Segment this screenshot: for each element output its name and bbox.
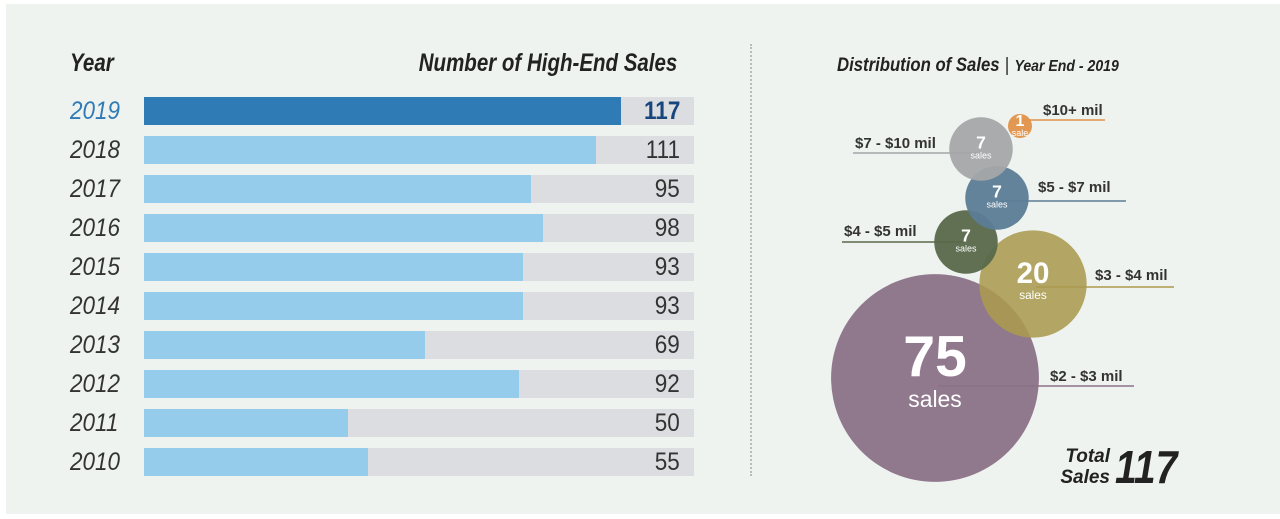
- bar-value: 98: [654, 214, 680, 242]
- total-label-line1: Total: [1065, 446, 1110, 467]
- bubble-unit: sales: [1019, 288, 1047, 302]
- bar-row-2017: 2017 95: [0, 175, 700, 203]
- bubble-label: $7 - $10 mil: [855, 135, 936, 152]
- bar-row-2010: 2010 55: [0, 448, 700, 476]
- bubble-label: $3 - $4 mil: [1095, 267, 1168, 284]
- bar-track: 93: [144, 292, 694, 320]
- bubble: [949, 117, 1013, 181]
- bar: [144, 214, 544, 242]
- distribution-title: Distribution of Sales | Year End - 2019: [837, 54, 1119, 79]
- bar-track: 98: [144, 214, 694, 242]
- bar-value: 117: [643, 97, 680, 125]
- bar-row-2012: 2012 92: [0, 370, 700, 398]
- bar: [144, 370, 519, 398]
- distribution-subtitle: Year End - 2019: [1014, 58, 1119, 75]
- bar-value: 50: [654, 409, 680, 437]
- bar-row-2011: 2011 50: [0, 409, 700, 437]
- year-label: 2013: [70, 331, 121, 359]
- distribution-title-main: Distribution of Sales: [837, 55, 1000, 76]
- bubble-count: 7: [961, 225, 971, 245]
- bar: [144, 331, 426, 359]
- bar-row-2018: 2018 111: [0, 136, 700, 164]
- bar-track: 95: [144, 175, 694, 203]
- year-label: 2015: [70, 253, 121, 281]
- bar-value: 95: [654, 175, 680, 203]
- year-label: 2019: [70, 97, 121, 125]
- bubble-label: $5 - $7 mil: [1038, 179, 1111, 196]
- bubble-label: $10+ mil: [1043, 102, 1103, 119]
- year-label: 2011: [70, 409, 119, 437]
- sales-column-header: Number of High-End Sales: [418, 49, 677, 77]
- year-label: 2014: [70, 292, 121, 320]
- bar: [144, 409, 348, 437]
- bar-track: 55: [144, 448, 694, 476]
- bubble-label: $2 - $3 mil: [1050, 368, 1123, 385]
- year-label: 2018: [70, 136, 121, 164]
- bar: [144, 175, 532, 203]
- bar: [144, 253, 523, 281]
- year-column-header: Year: [70, 49, 114, 77]
- year-label: 2010: [70, 448, 121, 476]
- bubble: [965, 166, 1029, 230]
- bar-row-2015: 2015 93: [0, 253, 700, 281]
- bar-track: 93: [144, 253, 694, 281]
- bar: [144, 292, 523, 320]
- bar-value: 111: [645, 136, 680, 164]
- bar: [144, 136, 597, 164]
- bubble-label: $4 - $5 mil: [844, 223, 917, 240]
- bar-value: 92: [654, 370, 680, 398]
- bar-value: 55: [654, 448, 680, 476]
- bubble-unit: sales: [970, 150, 992, 160]
- bubble-unit: sales: [908, 386, 961, 412]
- column-divider: [750, 44, 752, 476]
- bar-track: 50: [144, 409, 694, 437]
- bubble-unit: sales: [955, 243, 977, 253]
- bar-value: 93: [654, 253, 680, 281]
- year-label: 2016: [70, 214, 121, 242]
- bar-row-2014: 2014 93: [0, 292, 700, 320]
- bar-value: 93: [654, 292, 680, 320]
- bar-track: 117: [144, 97, 694, 125]
- bubble: [831, 274, 1039, 482]
- bubble-unit: sales: [986, 199, 1008, 209]
- total-label-line2: Sales: [1060, 467, 1110, 488]
- title-separator: |: [1004, 55, 1010, 76]
- bubble-count: 7: [992, 181, 1002, 201]
- bar-track: 69: [144, 331, 694, 359]
- bar-row-2019: 2019 117: [0, 97, 700, 125]
- bar-value: 69: [654, 331, 680, 359]
- bubble: [934, 210, 998, 274]
- bar: [144, 448, 369, 476]
- year-label: 2012: [70, 370, 121, 398]
- bar: [144, 97, 621, 125]
- bar-track: 111: [144, 136, 694, 164]
- bar-track: 92: [144, 370, 694, 398]
- bubble-unit: sale: [1012, 128, 1029, 138]
- bar-row-2013: 2013 69: [0, 331, 700, 359]
- bubble-count: 1: [1016, 113, 1025, 130]
- total-sales-label: Total Sales: [1060, 446, 1110, 488]
- total-sales-value: 117: [1115, 441, 1178, 493]
- year-label: 2017: [70, 175, 121, 203]
- bubble-count: 75: [903, 325, 967, 389]
- bubble: [979, 230, 1087, 338]
- bubble-count: 7: [976, 132, 986, 152]
- bubble-count: 20: [1017, 257, 1050, 290]
- bar-row-2016: 2016 98: [0, 214, 700, 242]
